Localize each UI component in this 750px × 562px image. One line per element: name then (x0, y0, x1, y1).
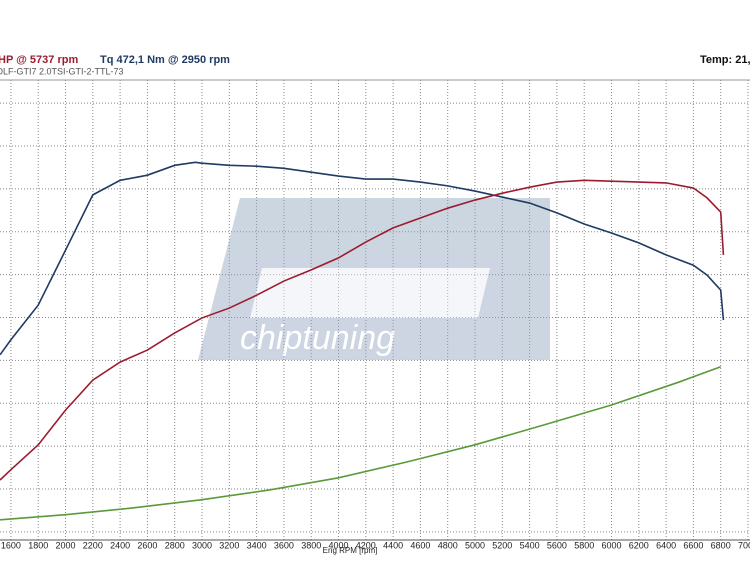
temperature: Temp: 21,3 (700, 54, 750, 66)
x-tick-label: 3200 (219, 540, 239, 550)
x-tick-label: 2800 (165, 540, 185, 550)
x-tick-label: 6400 (656, 540, 676, 550)
x-tick-label: 4000 (328, 540, 348, 550)
curve (0, 179, 725, 481)
x-tick-label: 7000 (738, 540, 750, 550)
x-tick-label: 5400 (520, 540, 540, 550)
x-tick-label: 5000 (465, 540, 485, 550)
x-tick-label: 5200 (492, 540, 512, 550)
x-tick-label: 4600 (410, 540, 430, 550)
x-tick-label: 2600 (137, 540, 157, 550)
x-tick-label: 3000 (192, 540, 212, 550)
power-peak: HP @ 5737 rpm (0, 54, 78, 66)
x-tick-label: 5800 (574, 540, 594, 550)
x-tick-label: 1600 (1, 540, 21, 550)
x-tick-label: 6800 (711, 540, 731, 550)
torque-peak: Tq 472,1 Nm @ 2950 rpm (100, 54, 230, 66)
x-tick-label: 3400 (247, 540, 267, 550)
curve (0, 366, 721, 521)
x-tick-label: 3800 (301, 540, 321, 550)
x-tick-label: 2200 (83, 540, 103, 550)
x-tick-label: 4200 (356, 540, 376, 550)
watermark: chiptuning (240, 319, 395, 357)
x-tick-label: 5600 (547, 540, 567, 550)
x-tick-label: 2400 (110, 540, 130, 550)
subtitle: OLF-GTI7 2.0TSI-GTI-2-TTL-73 (0, 66, 124, 76)
curve (0, 161, 725, 356)
x-axis-label: Eng RPM [rpm] (323, 546, 378, 555)
watermark-logo: chiptuning (198, 198, 550, 360)
x-tick-label: 6600 (683, 540, 703, 550)
x-tick-label: 4800 (438, 540, 458, 550)
x-tick-label: 6200 (629, 540, 649, 550)
x-tick-label: 4400 (383, 540, 403, 550)
x-tick-label: 6000 (601, 540, 621, 550)
x-tick-label: 3600 (274, 540, 294, 550)
x-tick-label: 1800 (28, 540, 48, 550)
x-tick-label: 2000 (56, 540, 76, 550)
